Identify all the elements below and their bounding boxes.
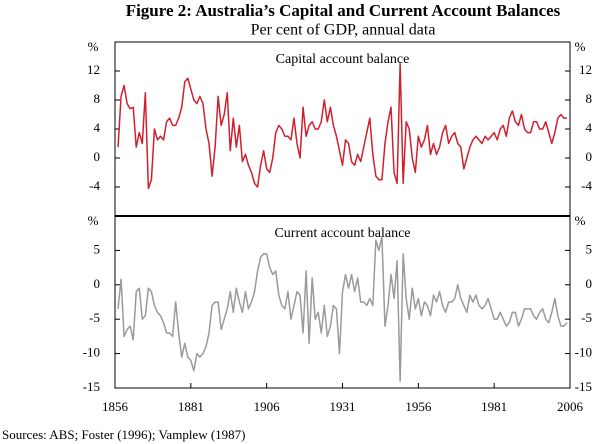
x-tick-label: 1906	[254, 399, 281, 414]
y-tick-label-right: -10	[575, 345, 592, 360]
y-tick-label-right: 8	[586, 91, 593, 106]
y-tick-label-left: -4	[89, 178, 100, 193]
y-unit-right: %	[575, 39, 586, 54]
y-tick-label-left: 12	[87, 62, 100, 77]
figure-title: Figure 2: Australia’s Capital and Curren…	[126, 1, 561, 20]
y-tick-label-right: -5	[581, 310, 592, 325]
figure-subtitle: Per cent of GDP, annual data	[251, 22, 436, 39]
x-tick-label: 1856	[102, 399, 129, 414]
y-tick-label-left: -5	[89, 310, 100, 325]
x-tick-label: 1956	[405, 399, 432, 414]
x-tick-label: 1981	[481, 399, 507, 414]
y-tick-label-left: -15	[83, 379, 100, 394]
y-tick-label-right: 0	[586, 149, 593, 164]
y-tick-label-left: 0	[94, 149, 101, 164]
y-unit-left: %	[88, 39, 99, 54]
y-tick-label-right: 5	[586, 241, 593, 256]
y-unit-left: %	[88, 213, 99, 228]
y-tick-label-left: 5	[94, 241, 101, 256]
x-tick-label: 2006	[557, 399, 584, 414]
source-note: Sources: ABS; Foster (1996); Vamplew (19…	[2, 427, 246, 442]
y-tick-label-left: -10	[83, 345, 100, 360]
y-tick-label-left: 4	[94, 120, 101, 135]
y-tick-label-left: 0	[94, 276, 101, 291]
y-tick-label-right: 4	[586, 120, 593, 135]
data-line	[117, 63, 567, 190]
y-tick-label-right: 12	[579, 62, 592, 77]
x-tick-label: 1931	[330, 399, 356, 414]
panel-title: Current account balance	[274, 226, 410, 241]
y-tick-label-right: -4	[581, 178, 592, 193]
y-tick-label-right: 0	[586, 276, 593, 291]
y-unit-right: %	[575, 213, 586, 228]
data-line	[117, 235, 568, 382]
y-tick-label-left: 8	[94, 91, 101, 106]
x-tick-label: 1881	[178, 399, 204, 414]
y-tick-label-right: -15	[575, 379, 592, 394]
panel-title: Capital account balance	[276, 52, 410, 67]
